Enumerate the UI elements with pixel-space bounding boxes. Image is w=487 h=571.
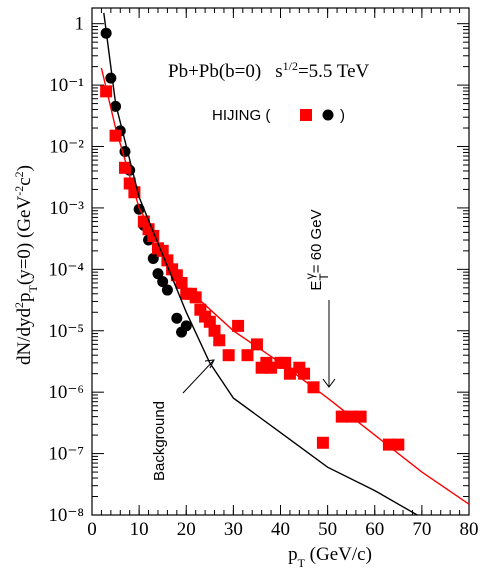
plot-area xyxy=(100,12,469,515)
legend-marker xyxy=(300,109,312,121)
y-tick-label: 10⁻⁶ xyxy=(48,382,84,403)
text-part: Pb+Pb(b=0) xyxy=(168,61,261,82)
legend-label: ) xyxy=(340,107,345,124)
text-part: = 60 GeV xyxy=(308,209,325,273)
curve xyxy=(103,12,418,515)
data-point xyxy=(208,324,221,337)
data-point xyxy=(157,276,169,288)
annotation: ETγ= 60 GeV xyxy=(303,209,331,290)
data-point xyxy=(213,334,226,347)
background-arrow xyxy=(182,359,215,394)
text-part: dN/dyd xyxy=(14,307,35,365)
x-tick-label: 70 xyxy=(412,519,431,540)
text-part: (GeV/c) xyxy=(305,544,372,565)
x-tick-label: 0 xyxy=(87,519,97,540)
data-point xyxy=(265,361,278,374)
annotation: Background xyxy=(151,401,168,481)
plot-frame xyxy=(91,7,470,516)
text-part: ) xyxy=(14,165,35,171)
y-tick-label: 10⁻¹ xyxy=(49,75,84,96)
data-point xyxy=(100,85,113,98)
text-part: 2 xyxy=(12,171,26,177)
y-tick-label: 10⁻⁴ xyxy=(48,259,84,280)
x-tick-label: 40 xyxy=(271,519,290,540)
text-part: p xyxy=(288,544,298,565)
y-tick-label: 10⁻² xyxy=(49,137,84,158)
text-part: 1/2 xyxy=(283,59,298,73)
data-point xyxy=(283,367,296,380)
arrowhead xyxy=(322,378,336,388)
data-point xyxy=(222,349,235,362)
text-part: γ xyxy=(303,273,317,279)
y-axis-label: dN/dyd2pT(y=0) (GeV-2c2) xyxy=(12,165,40,365)
chart-title: Pb+Pb(b=0) s1/2=5.5 TeV xyxy=(168,59,370,82)
text-part: -2 xyxy=(12,186,26,196)
data-point xyxy=(171,312,183,324)
text-part: 2 xyxy=(12,302,26,308)
data-point xyxy=(382,438,395,451)
data-point xyxy=(316,436,329,449)
data-point xyxy=(180,320,192,332)
text-part: c xyxy=(14,177,35,185)
text-part: p xyxy=(14,292,35,302)
data-point xyxy=(110,100,122,112)
data-point xyxy=(105,72,117,84)
curve xyxy=(100,67,469,505)
x-tick-label: 80 xyxy=(460,519,479,540)
data-point xyxy=(392,438,405,451)
text-part: =5.5 TeV xyxy=(298,61,370,82)
data-point xyxy=(232,319,245,332)
y-tick-label: 10⁻³ xyxy=(49,198,84,219)
text-part: (y=0) (GeV xyxy=(14,196,35,286)
x-tick-label: 30 xyxy=(224,519,243,540)
data-point xyxy=(298,367,311,380)
x-axis-label: pT (GeV/c) xyxy=(288,544,372,570)
data-point xyxy=(250,338,263,351)
y-tick-label: 1 xyxy=(75,14,85,35)
x-tick-label: 10 xyxy=(130,519,149,540)
text-part: E xyxy=(308,281,325,291)
text-part: HIJING ( xyxy=(212,107,270,124)
text-part: T xyxy=(298,556,306,570)
x-tick-label: 60 xyxy=(365,519,384,540)
legend-marker xyxy=(322,109,334,121)
data-point xyxy=(147,253,159,265)
text-part: s xyxy=(275,61,282,82)
text-part: T xyxy=(26,284,40,292)
x-tick-label: 20 xyxy=(177,519,196,540)
data-point xyxy=(241,349,254,362)
data-point xyxy=(279,356,292,369)
text-part: T xyxy=(317,273,331,281)
data-point xyxy=(335,410,348,423)
y-tick-label: 10⁻⁵ xyxy=(48,321,84,342)
data-point xyxy=(354,410,367,423)
x-tick-label: 50 xyxy=(318,519,337,540)
data-point xyxy=(161,284,173,296)
y-tick-label: 10⁻⁷ xyxy=(48,444,84,465)
legend-label: HIJING ( xyxy=(212,107,270,124)
y-tick-label: 10⁻⁸ xyxy=(48,505,84,526)
data-point xyxy=(152,268,164,280)
